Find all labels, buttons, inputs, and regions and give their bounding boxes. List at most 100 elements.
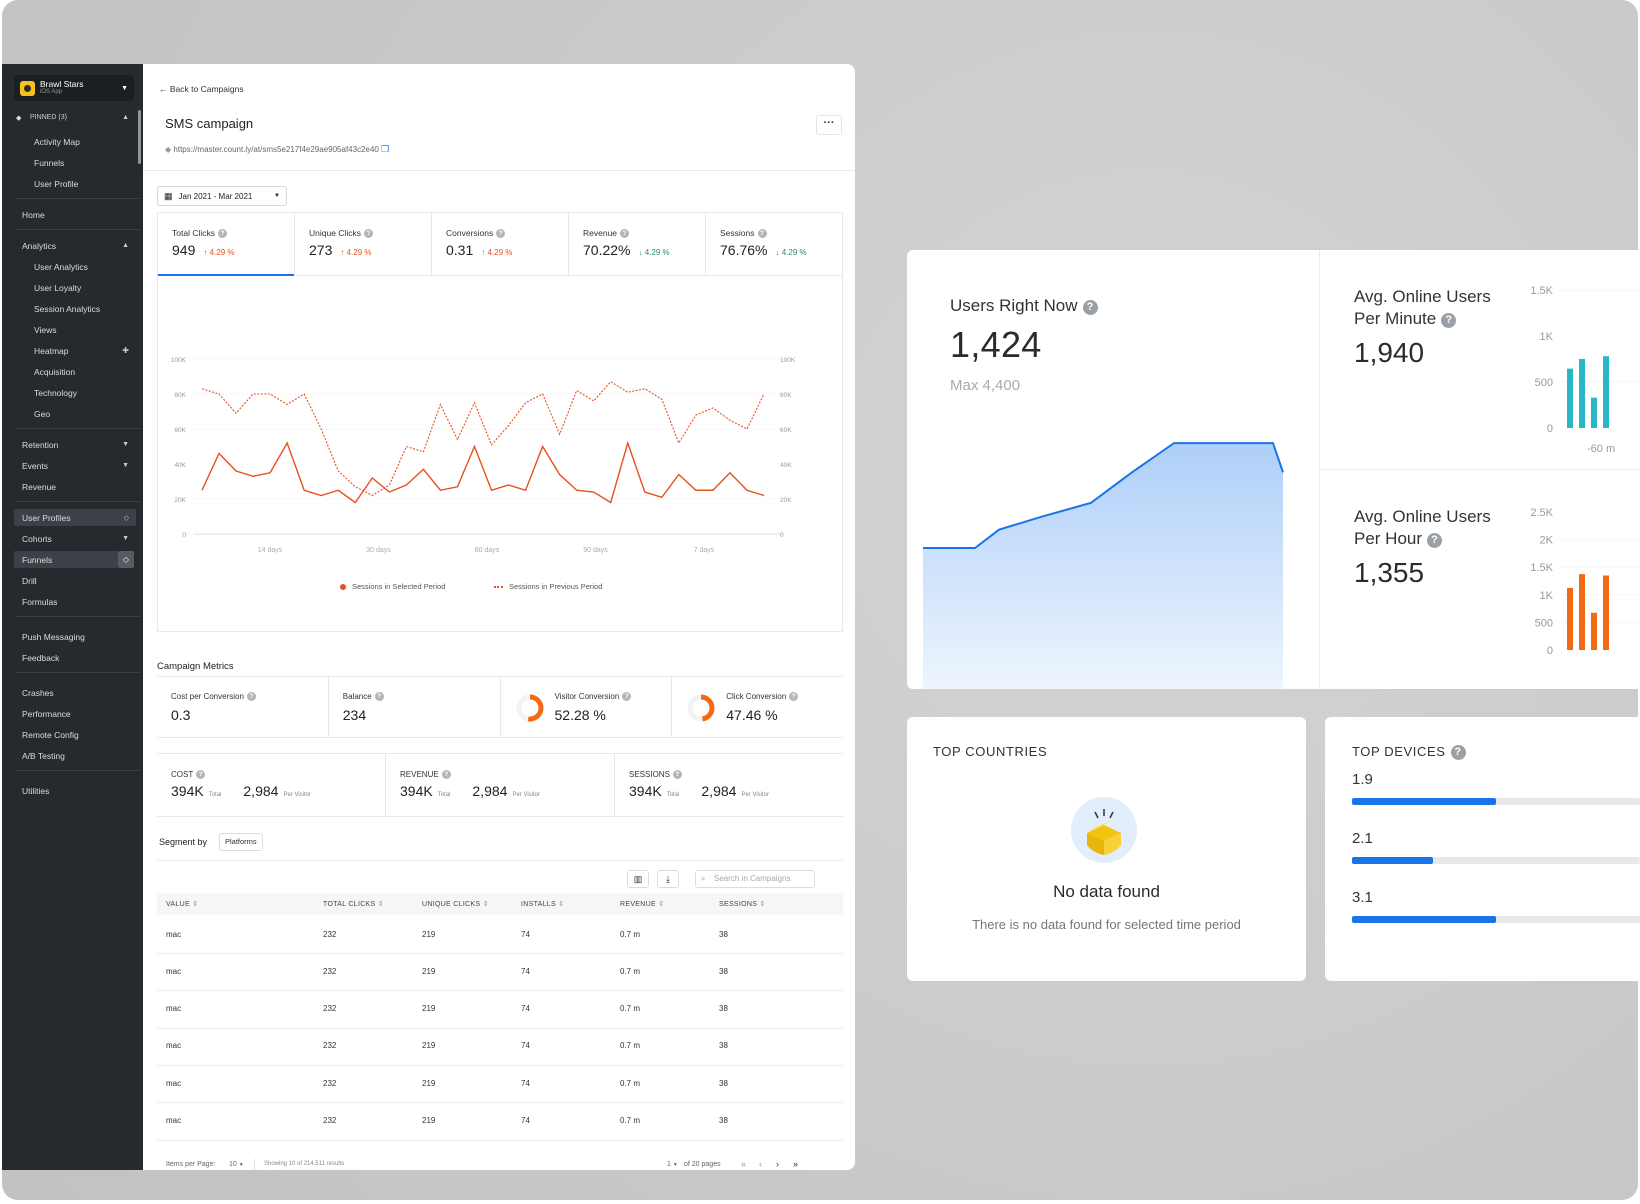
help-icon[interactable]: ?	[363, 229, 373, 239]
bar[interactable]	[1567, 587, 1573, 650]
download-icon[interactable]: ⤓	[657, 870, 679, 888]
column-header[interactable]: INSTALLS ⇕	[521, 900, 564, 908]
help-icon[interactable]: ?	[620, 229, 630, 239]
sidebar-item-drill[interactable]: Drill	[2, 571, 143, 590]
legend-item-selected[interactable]: Sessions in Selected Period	[340, 582, 445, 591]
legend-item-previous[interactable]: Sessions in Previous Period	[494, 582, 602, 591]
sidebar-item-analytics[interactable]: Analytics ▲	[2, 236, 143, 255]
bar[interactable]	[1591, 397, 1597, 428]
pinned-header[interactable]: ◆ PINNED (3) ▲	[2, 108, 143, 127]
sidebar-item-home[interactable]: Home	[2, 205, 143, 224]
pin-icon[interactable]: ✚	[122, 346, 129, 355]
sidebar-item-user-profile[interactable]: User Profile	[2, 174, 143, 193]
help-icon[interactable]: ?	[757, 229, 767, 239]
sidebar-item-performance[interactable]: Performance	[2, 704, 143, 723]
help-icon[interactable]: ?	[1427, 533, 1443, 548]
page-select[interactable]: 1 ▼	[667, 1161, 678, 1168]
bar[interactable]	[1579, 574, 1585, 650]
sidebar-item-user-loyalty[interactable]: User Loyalty	[2, 278, 143, 297]
pin-icon[interactable]: ◇	[123, 514, 129, 522]
sidebar-item-funnels[interactable]: Funnels	[2, 550, 143, 569]
help-icon[interactable]: ?	[441, 770, 451, 780]
sidebar-item-remote-config[interactable]: Remote Config	[2, 725, 143, 744]
help-icon[interactable]: ?	[196, 770, 206, 780]
column-header[interactable]: TOTAL CLICKS ⇕	[323, 900, 384, 908]
series-line-previous[interactable]	[201, 381, 765, 497]
sidebar-item-crashes[interactable]: Crashes	[2, 683, 143, 702]
pin-icon[interactable]: ◇	[118, 551, 134, 568]
sidebar-item-events[interactable]: Events ▼	[2, 456, 143, 475]
bar[interactable]	[1603, 356, 1609, 428]
table-row[interactable]: mac 232 219 74 0.7 m 38	[157, 952, 843, 992]
sidebar-item-funnels-pinned[interactable]: Funnels	[2, 153, 143, 172]
back-link[interactable]: ← Back to Campaigns	[159, 84, 244, 94]
sidebar-item-activity-map[interactable]: Activity Map	[2, 132, 143, 151]
metric-tab-unique-clicks[interactable]: Unique Clicks? 273 ↑ 4.29 %	[295, 213, 432, 275]
sidebar-item-technology[interactable]: Technology	[2, 383, 143, 402]
metric-tab-conversions[interactable]: Conversions? 0.31 ↑ 4.29 %	[432, 213, 569, 275]
bar[interactable]	[1603, 575, 1609, 650]
help-icon[interactable]: ?	[374, 692, 384, 702]
sidebar-item-revenue[interactable]: Revenue	[2, 477, 143, 496]
last-page-icon[interactable]: »	[793, 1159, 799, 1169]
table-row[interactable]: mac 232 219 74 0.7 m 38	[157, 1064, 843, 1104]
sort-icon: ⇕	[482, 901, 489, 908]
segment-selector[interactable]: Platforms	[219, 833, 263, 851]
bar[interactable]	[1567, 368, 1573, 428]
first-page-icon[interactable]: «	[741, 1159, 747, 1169]
sidebar-item-user-analytics[interactable]: User Analytics	[2, 257, 143, 276]
column-header[interactable]: SESSIONS ⇕	[719, 900, 766, 908]
sidebar-item-push-messaging[interactable]: Push Messaging	[2, 627, 143, 646]
table-cell: mac	[166, 1004, 182, 1014]
bar[interactable]	[1591, 612, 1597, 650]
table-row[interactable]: mac 232 219 74 0.7 m 38	[157, 990, 843, 1029]
sidebar-item-heatmap[interactable]: Heatmap ✚	[2, 341, 143, 360]
sidebar-item-retention[interactable]: Retention ▼	[2, 435, 143, 454]
metric-tab-revenue[interactable]: Revenue? 70.22% ↓ 4.29 %	[569, 213, 706, 275]
help-icon[interactable]: ?	[622, 692, 632, 702]
items-per-page-select[interactable]: 10 ▼	[229, 1161, 244, 1168]
help-icon[interactable]: ?	[1450, 745, 1466, 760]
per-minute-label-2: Per Minute	[1354, 309, 1437, 328]
area-line[interactable]	[923, 442, 1284, 549]
metric-tab-total-clicks[interactable]: Total Clicks? 949 ↑ 4.29 %	[158, 213, 295, 276]
series-line-selected[interactable]	[201, 440, 765, 504]
app-selector[interactable]: Brawl Stars iOS App ▼	[14, 75, 134, 101]
column-header[interactable]: VALUE ⇕	[166, 900, 198, 908]
help-icon[interactable]: ?	[789, 692, 799, 702]
sidebar-item-feedback[interactable]: Feedback	[2, 648, 143, 667]
sidebar-item-acquisition[interactable]: Acquisition	[2, 362, 143, 381]
bar[interactable]	[1579, 359, 1585, 428]
more-options-button[interactable]: ···	[816, 115, 842, 135]
table-search-input[interactable]: ⌕ Search in Campaigns	[695, 870, 815, 888]
sidebar-item-label: Analytics	[22, 240, 57, 251]
help-icon[interactable]: ?	[672, 770, 682, 780]
sidebar-item-user-profiles[interactable]: User Profiles ◇	[2, 508, 143, 527]
table-row[interactable]: mac 232 219 74 0.7 m 38	[157, 915, 843, 954]
sidebar-item-ab-testing[interactable]: A/B Testing	[2, 746, 143, 765]
sidebar-item-utilities[interactable]: Utilities	[2, 781, 143, 800]
copy-icon[interactable]: ❐	[381, 144, 390, 154]
table-cell: 232	[323, 1116, 337, 1125]
help-icon[interactable]: ?	[1441, 313, 1457, 328]
date-range-picker[interactable]: ▦ Jan 2021 - Mar 2021 ▼	[157, 186, 287, 206]
sidebar-item-session-analytics[interactable]: Session Analytics	[2, 299, 143, 318]
sidebar-item-formulas[interactable]: Formulas	[2, 592, 143, 611]
prev-page-icon[interactable]: ‹	[759, 1159, 762, 1169]
column-header[interactable]: UNIQUE CLICKS ⇕	[422, 900, 489, 908]
help-icon[interactable]: ?	[496, 229, 506, 239]
y-tick-label: 1.5K	[1530, 562, 1553, 574]
sidebar-item-geo[interactable]: Geo	[2, 404, 143, 423]
help-icon[interactable]: ?	[1082, 300, 1098, 315]
help-icon[interactable]: ?	[246, 692, 256, 702]
column-header[interactable]: REVENUE ⇕	[620, 900, 664, 908]
sidebar-item-views[interactable]: Views	[2, 320, 143, 339]
sidebar-scrollbar[interactable]	[138, 110, 141, 164]
table-row[interactable]: mac 232 219 74 0.7 m 38	[157, 1102, 843, 1141]
next-page-icon[interactable]: ›	[776, 1159, 779, 1169]
table-row[interactable]: mac 232 219 74 0.7 m 38	[157, 1027, 843, 1066]
columns-icon[interactable]: ▥	[627, 870, 649, 888]
help-icon[interactable]: ?	[217, 229, 227, 239]
metric-tab-sessions[interactable]: Sessions? 76.76% ↓ 4.29 %	[706, 213, 842, 275]
sidebar-item-cohorts[interactable]: Cohorts ▼	[2, 529, 143, 548]
